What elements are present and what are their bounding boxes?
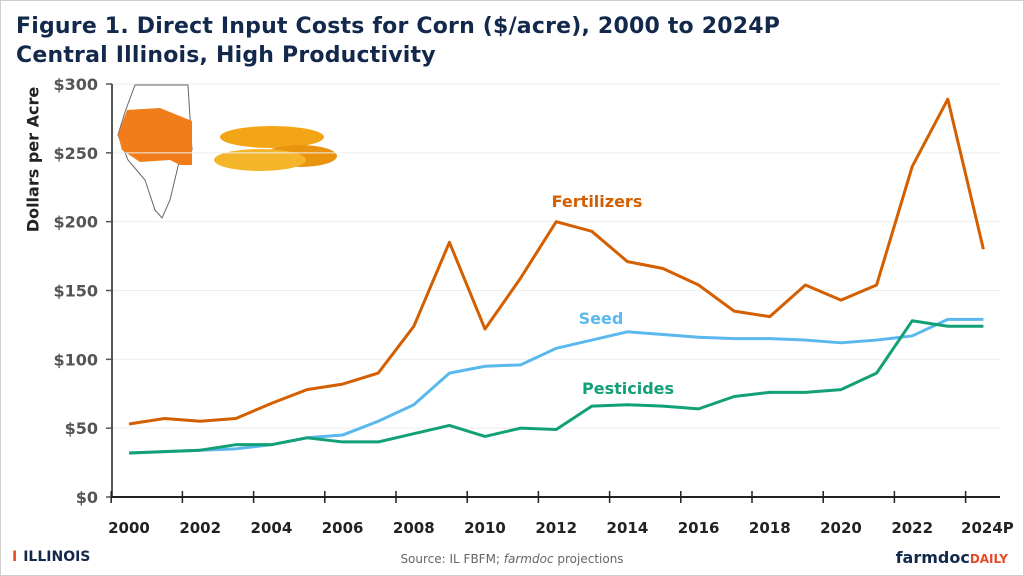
- brand-main: farmdoc: [895, 548, 970, 567]
- series-label-pesticides: Pesticides: [582, 379, 674, 398]
- chart-title: Figure 1. Direct Input Costs for Corn ($…: [16, 12, 780, 70]
- y-tick-label: $50: [65, 419, 98, 438]
- y-tick-label: $100: [53, 350, 98, 369]
- brand-accent: DAILY: [969, 552, 1008, 566]
- source-prefix: Source: IL FBFM;: [400, 552, 504, 566]
- series-line-seed: [128, 317, 984, 455]
- y-tick-label: $150: [53, 282, 98, 301]
- x-tick-label: 2006: [322, 519, 364, 537]
- block-i-icon: I: [12, 549, 18, 565]
- illinois-map-icon: [117, 84, 193, 219]
- illinois-logo: I ILLINOIS: [12, 549, 90, 565]
- farmdoc-daily-logo: farmdocDAILY: [896, 548, 1008, 567]
- x-tick-label: 2020: [820, 519, 862, 537]
- source-note: Source: IL FBFM; farmdoc projections: [0, 552, 1024, 566]
- series-line-fertilizers: [128, 97, 985, 426]
- x-tick-label: 2014: [607, 519, 649, 537]
- corn-ears-icon: [214, 126, 337, 171]
- x-tick-label: 2002: [179, 519, 221, 537]
- series-label-seed: Seed: [579, 309, 624, 328]
- series-label-fertilizers: Fertilizers: [552, 192, 643, 211]
- title-line-1: Figure 1. Direct Input Costs for Corn ($…: [16, 14, 781, 39]
- x-tick-label: 2012: [535, 519, 577, 537]
- x-tick-label: 2024P: [961, 519, 1014, 537]
- source-suffix: projections: [553, 552, 624, 566]
- x-tick-label: 2018: [749, 519, 791, 537]
- y-tick-label: $0: [76, 488, 98, 507]
- y-tick-label: $300: [53, 75, 98, 94]
- illinois-wordmark: ILLINOIS: [23, 549, 91, 565]
- title-line-2: Central Illinois, High Productivity: [16, 43, 436, 68]
- y-tick-label: $200: [53, 213, 98, 232]
- x-tick-label: 2008: [393, 519, 435, 537]
- x-tick-label: 2022: [891, 519, 933, 537]
- source-italic: farmdoc: [503, 552, 554, 566]
- x-tick-label: 2016: [678, 519, 720, 537]
- x-tick-label: 2004: [251, 519, 293, 537]
- y-tick-label: $250: [53, 144, 98, 163]
- x-tick-label: 2010: [464, 519, 506, 537]
- x-tick-label: 2000: [108, 519, 150, 537]
